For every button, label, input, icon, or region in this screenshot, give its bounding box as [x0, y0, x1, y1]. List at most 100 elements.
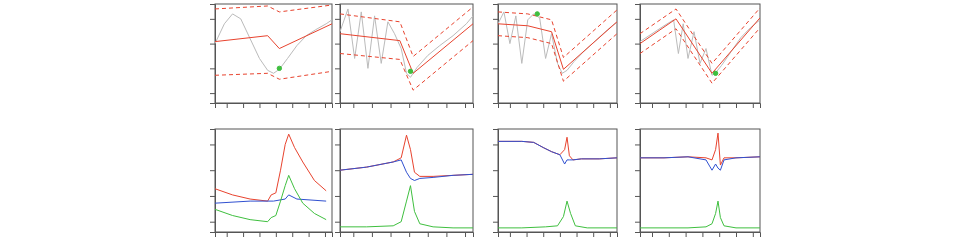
y-axis: [635, 130, 641, 233]
tick-mark: [210, 19, 215, 20]
line: [340, 7, 473, 57]
line: [498, 201, 617, 228]
tick-mark: [635, 170, 640, 171]
tick: [335, 19, 340, 20]
tick: [652, 103, 653, 108]
tick-mark: [493, 222, 498, 223]
tick: [635, 19, 640, 20]
tick-mark: [736, 232, 737, 237]
line: [498, 137, 617, 160]
tick-mark: [325, 232, 326, 237]
axis-line: [635, 5, 641, 104]
tick-mark: [292, 232, 293, 237]
line: [215, 71, 332, 79]
tick: [702, 232, 703, 237]
axis-line: [635, 130, 641, 233]
line: [340, 24, 473, 74]
tick-mark: [686, 232, 687, 237]
tick: [335, 44, 340, 45]
tick: [227, 232, 228, 237]
tick: [335, 144, 340, 145]
marks: [640, 8, 760, 83]
y-axis: [210, 5, 216, 104]
marks: [640, 133, 760, 228]
tick-mark: [669, 103, 670, 108]
tick-mark: [335, 170, 340, 171]
tick-mark: [510, 232, 511, 237]
tick: [335, 170, 340, 171]
tick-mark: [493, 44, 498, 45]
tick-mark: [227, 232, 228, 237]
tick-mark: [593, 232, 594, 237]
tick-mark: [335, 68, 340, 69]
tick-mark: [610, 232, 611, 237]
tick-mark: [635, 144, 640, 145]
tick: [446, 232, 447, 237]
panel: [210, 129, 333, 237]
tick-mark: [577, 232, 578, 237]
tick: [493, 170, 498, 171]
line: [215, 14, 332, 73]
marks: [498, 137, 617, 228]
tick-mark: [210, 144, 215, 145]
tick-mark: [510, 103, 511, 108]
tick: [335, 196, 340, 197]
tick-mark: [210, 170, 215, 171]
tick-mark: [372, 103, 373, 108]
x-axis: [499, 103, 618, 108]
tick-mark: [543, 103, 544, 108]
tick-mark: [753, 232, 754, 237]
tick: [719, 103, 720, 108]
line: [640, 201, 760, 228]
tick: [210, 170, 215, 171]
line: [340, 9, 473, 77]
tick: [243, 103, 244, 108]
tick: [259, 103, 260, 108]
tick-mark: [652, 103, 653, 108]
axis-line: [493, 5, 499, 104]
tick: [325, 232, 326, 237]
tick: [635, 196, 640, 197]
tick: [493, 144, 498, 145]
panel: [635, 4, 761, 108]
tick: [276, 232, 277, 237]
tick-mark: [493, 196, 498, 197]
axis-line: [216, 104, 333, 109]
tick: [686, 232, 687, 237]
panel: [493, 4, 618, 108]
tick-mark: [669, 232, 670, 237]
tick: [635, 93, 640, 94]
line: [215, 134, 326, 201]
axis-line: [641, 233, 761, 238]
plot-frame: [340, 4, 473, 103]
tick-mark: [276, 103, 277, 108]
tick: [210, 19, 215, 20]
x-axis: [216, 103, 333, 108]
tick: [227, 103, 228, 108]
tick-mark: [446, 232, 447, 237]
tick: [669, 232, 670, 237]
marks: [215, 5, 332, 79]
y-axis: [335, 130, 341, 233]
tick-mark: [493, 170, 498, 171]
tick-mark: [577, 103, 578, 108]
plot-frame: [498, 4, 617, 103]
tick-mark: [210, 68, 215, 69]
tick-mark: [335, 144, 340, 145]
tick-mark: [635, 19, 640, 20]
tick-mark: [593, 103, 594, 108]
tick: [446, 103, 447, 108]
x-axis: [499, 232, 618, 237]
line: [498, 10, 617, 58]
tick: [409, 103, 410, 108]
line: [215, 175, 326, 221]
tick-mark: [309, 232, 310, 237]
axis-line: [210, 130, 216, 233]
plot-frame: [340, 129, 473, 232]
tick-mark: [560, 103, 561, 108]
plot-frame: [640, 4, 760, 103]
tick-mark: [210, 196, 215, 197]
tick: [635, 222, 640, 223]
tick-mark: [372, 232, 373, 237]
point: [535, 12, 539, 16]
